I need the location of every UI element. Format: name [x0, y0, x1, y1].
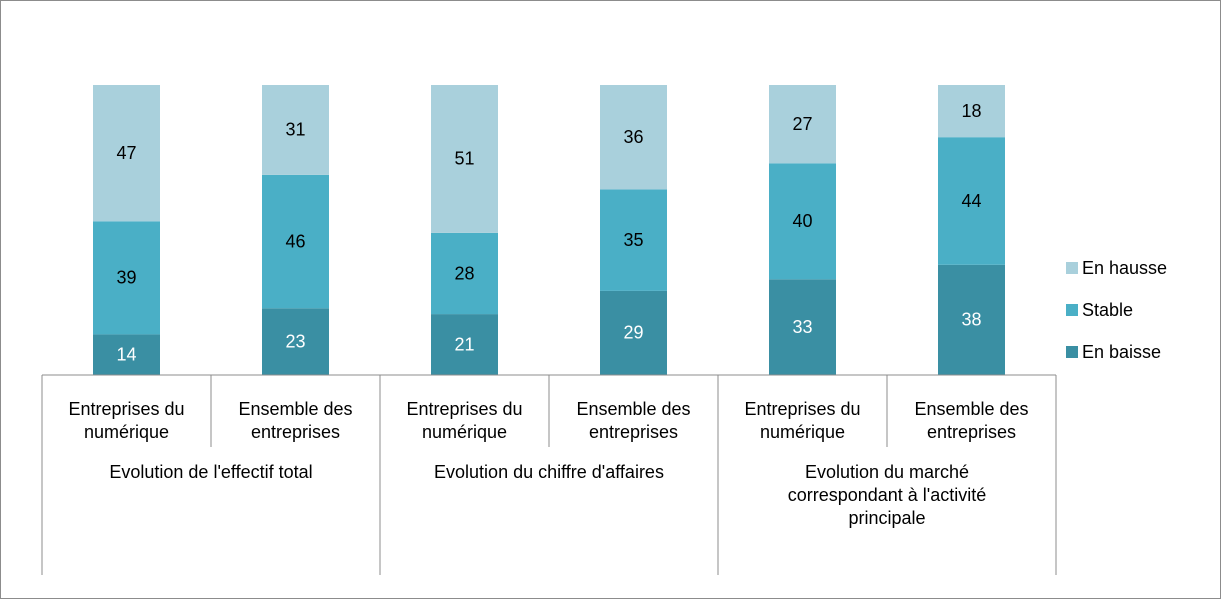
bar-segment	[938, 137, 1005, 265]
legend-swatch	[1066, 346, 1078, 358]
bar-segment	[93, 85, 160, 222]
data-label: 36	[623, 127, 643, 147]
bar-segment	[769, 85, 836, 164]
data-label: 44	[961, 191, 981, 211]
data-label: 28	[454, 263, 474, 283]
data-label: 23	[285, 331, 305, 351]
data-label: 27	[792, 114, 812, 134]
data-label: 18	[961, 101, 981, 121]
legend-label: En hausse	[1082, 258, 1167, 278]
bar-segment	[600, 290, 667, 375]
x-tick-label: Ensemble des entreprises	[238, 399, 353, 442]
data-label: 40	[792, 211, 812, 231]
x-tick-label: Entreprises du numérique	[744, 399, 861, 442]
data-label: 29	[623, 323, 643, 343]
data-label: 39	[116, 268, 136, 288]
bar-segment	[262, 174, 329, 309]
bar-segment	[93, 334, 160, 375]
bar-segment	[262, 85, 329, 175]
group-label: Evolution de l'effectif total	[109, 462, 313, 482]
data-label: 47	[116, 143, 136, 163]
bar-segment	[600, 85, 667, 190]
bar-segment	[93, 221, 160, 335]
data-label: 38	[961, 310, 981, 330]
bar-segment	[431, 314, 498, 375]
group-label: Evolution du chiffre d'affaires	[434, 462, 664, 482]
data-label: 31	[285, 120, 305, 140]
x-tick-label: Ensemble des entreprises	[914, 399, 1029, 442]
legend-label: En baisse	[1082, 342, 1161, 362]
x-tick-label: Ensemble des entreprises	[576, 399, 691, 442]
bar-segment	[938, 85, 1005, 138]
group-label: Evolution du marché correspondant à l'ac…	[787, 462, 987, 528]
bar-segment	[938, 264, 1005, 375]
data-label: 35	[623, 230, 643, 250]
bar-segment	[600, 189, 667, 291]
bar-segment	[769, 279, 836, 375]
bar-segment	[262, 308, 329, 375]
legend-label: Stable	[1082, 300, 1133, 320]
data-label: 33	[792, 317, 812, 337]
legend-swatch	[1066, 262, 1078, 274]
data-label: 46	[285, 231, 305, 251]
x-tick-label: Entreprises du numérique	[68, 399, 185, 442]
legend-swatch	[1066, 304, 1078, 316]
data-label: 14	[116, 344, 136, 364]
bar-segment	[431, 232, 498, 315]
bar-segment	[431, 85, 498, 233]
bar-segment	[769, 163, 836, 280]
data-label: 51	[454, 149, 474, 169]
data-label: 21	[454, 334, 474, 354]
x-tick-label: Entreprises du numérique	[406, 399, 523, 442]
